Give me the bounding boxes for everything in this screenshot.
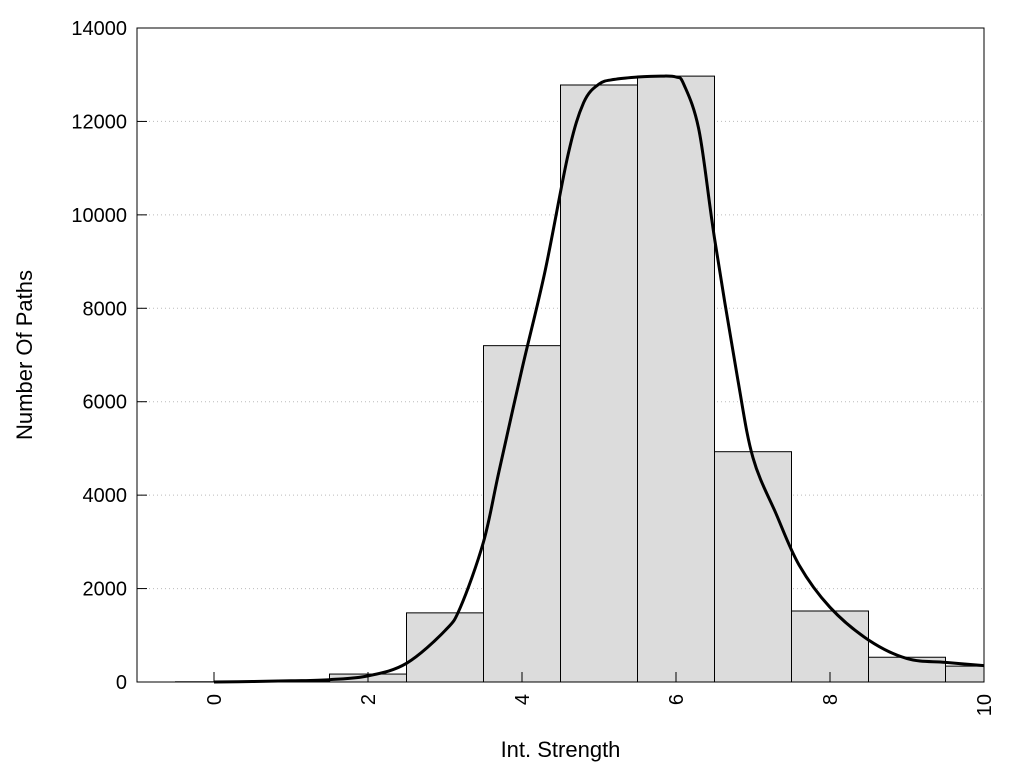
y-tick-label: 4000	[83, 485, 128, 507]
x-tick-label: 0	[204, 694, 226, 705]
y-tick-label: 10000	[71, 205, 127, 227]
histogram-bar	[406, 612, 484, 683]
x-tick-label: 10	[974, 694, 996, 716]
x-tick-label: 4	[512, 694, 534, 705]
plot-frame	[136, 27, 985, 683]
x-axis-label: Int. Strength	[501, 737, 621, 762]
fit-curve	[213, 74, 985, 684]
histogram-bar	[483, 345, 561, 683]
y-axis-label: Number Of Paths	[12, 270, 37, 440]
histogram-bar	[637, 75, 715, 683]
y-tick-label: 2000	[83, 579, 128, 601]
fit-curve-group	[213, 74, 985, 684]
histogram-bar	[945, 665, 985, 683]
x-tick-label: 6	[666, 694, 688, 705]
y-tick-label: 14000	[71, 18, 127, 40]
y-tick-label: 12000	[71, 111, 127, 133]
y-tick-label: 8000	[83, 298, 128, 320]
y-axis-ticks: 0 2000 4000 6000 8000 10000 12000 14000	[71, 18, 147, 694]
histogram-bar	[791, 610, 869, 683]
histogram-bar	[560, 84, 638, 683]
x-axis-ticks: 0 2 4 6 8 10	[204, 672, 996, 716]
histogram-bar	[714, 451, 792, 683]
y-tick-label: 6000	[83, 392, 128, 414]
y-tick-label: 0	[116, 672, 127, 694]
x-tick-label: 8	[820, 694, 842, 705]
histogram-bars	[175, 75, 985, 683]
x-tick-label: 2	[358, 694, 380, 705]
